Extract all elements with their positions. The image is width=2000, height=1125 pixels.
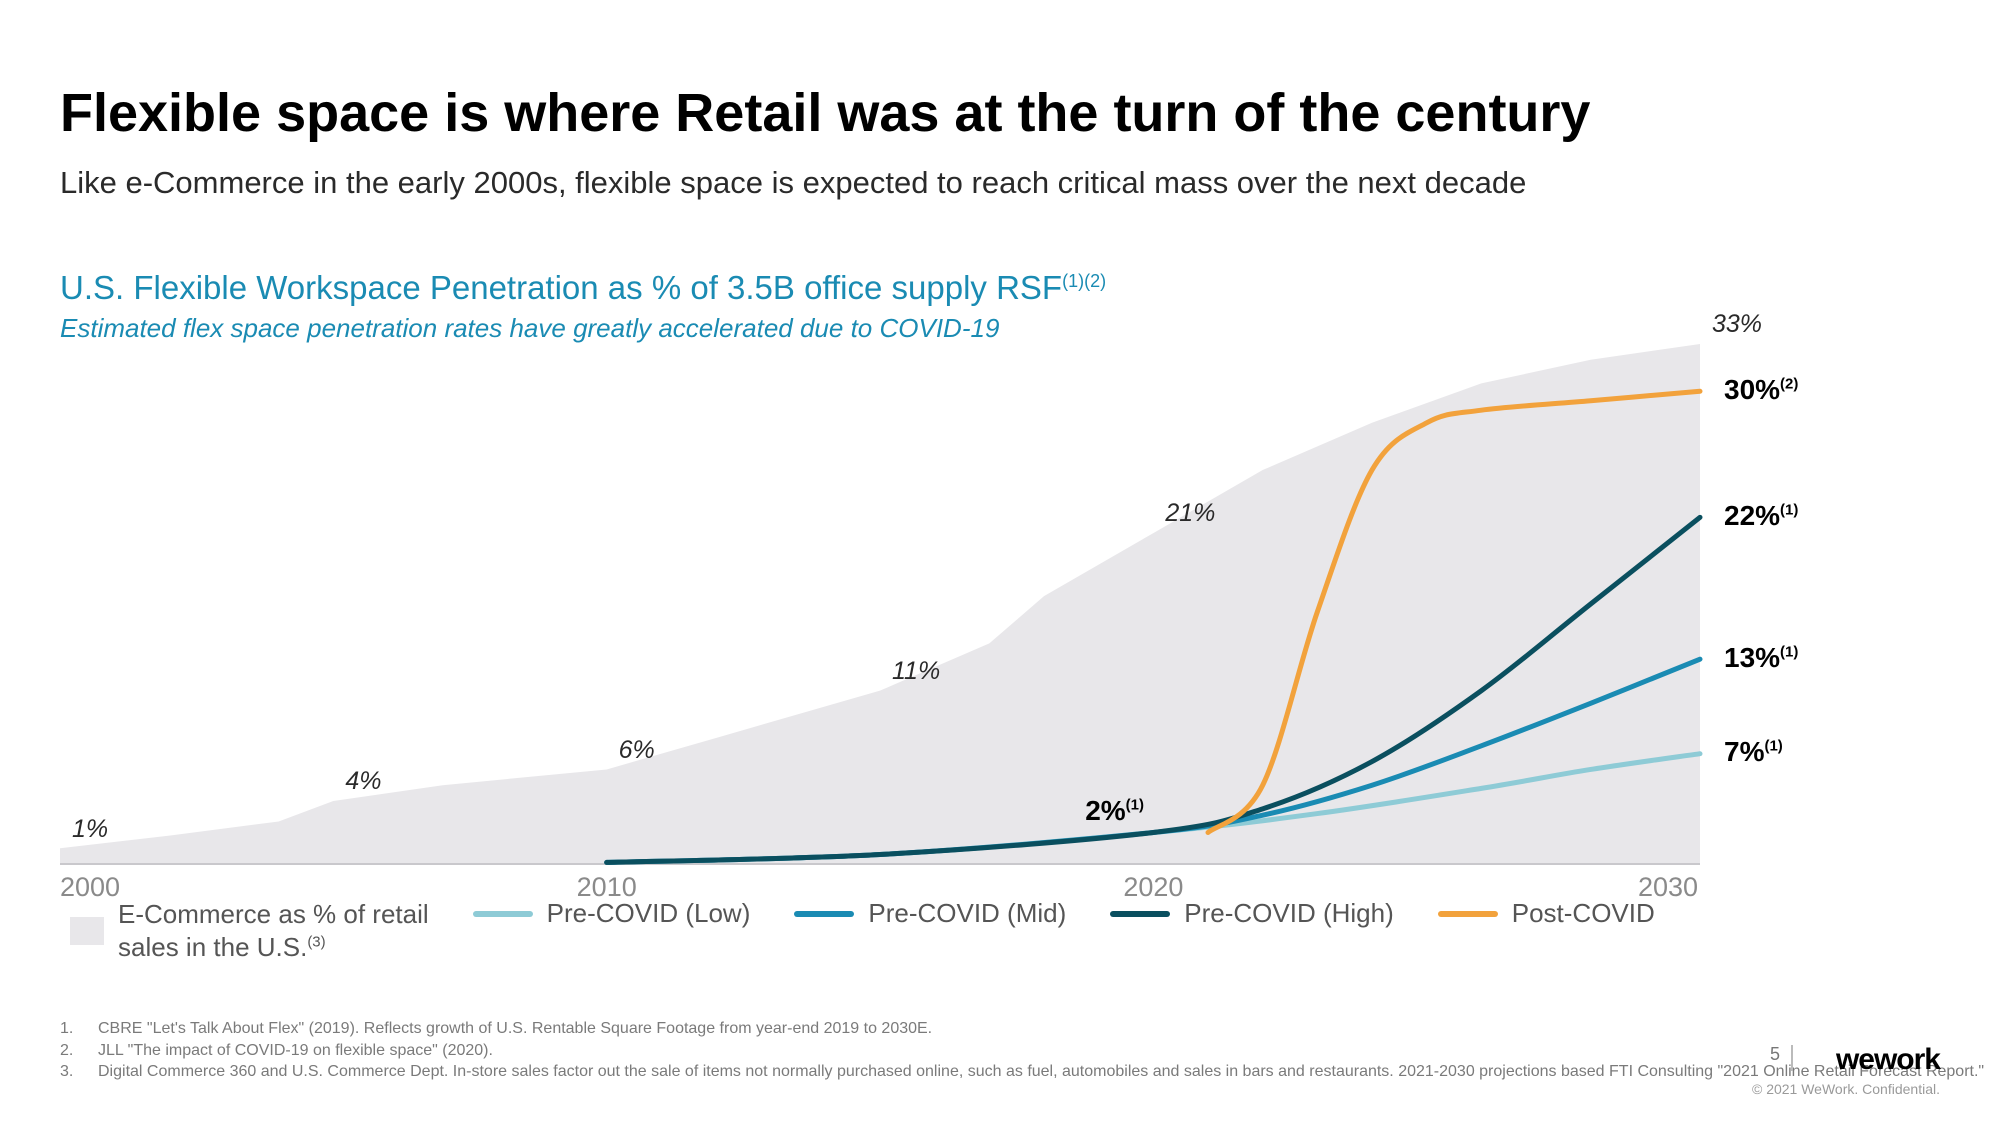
footnote-text: CBRE "Let's Talk About Flex" (2019). Ref… bbox=[98, 1018, 932, 1040]
brand-logo: wework bbox=[1836, 1043, 1940, 1077]
start-value-label: 2%(1) bbox=[1085, 795, 1144, 827]
legend-item-area: E-Commerce as % of retailsales in the U.… bbox=[70, 898, 429, 963]
legend-label: Pre-COVID (High) bbox=[1184, 898, 1393, 929]
confidential-text: © 2021 WeWork. Confidential. bbox=[1752, 1081, 1940, 1097]
area-value-label: 21% bbox=[1165, 499, 1215, 528]
footnote-number: 1. bbox=[60, 1018, 84, 1040]
legend-item-pre_mid: Pre-COVID (Mid) bbox=[794, 898, 1066, 929]
area-value-label: 33% bbox=[1712, 310, 1762, 339]
page-subtitle: Like e-Commerce in the early 2000s, flex… bbox=[60, 165, 1940, 201]
footnotes: 1. CBRE "Let's Talk About Flex" (2019). R… bbox=[60, 1018, 1984, 1083]
area-series bbox=[60, 344, 1700, 864]
footnote: 3. Digital Commerce 360 and U.S. Commerce… bbox=[60, 1061, 1984, 1083]
area-value-label: 1% bbox=[72, 815, 108, 844]
legend-swatch-area bbox=[70, 917, 104, 945]
legend-item-post_covid: Post-COVID bbox=[1438, 898, 1655, 929]
legend-swatch-line bbox=[473, 911, 533, 917]
legend-swatch-line bbox=[794, 911, 854, 917]
divider bbox=[1791, 1045, 1793, 1071]
footnote-number: 3. bbox=[60, 1061, 84, 1083]
legend-swatch-line bbox=[1110, 911, 1170, 917]
footnote-text: JLL "The impact of COVID-19 on flexible … bbox=[98, 1040, 493, 1062]
end-label-pre_high: 22%(1) bbox=[1724, 500, 1798, 532]
footnote: 1. CBRE "Let's Talk About Flex" (2019). R… bbox=[60, 1018, 1984, 1040]
legend-item-pre_high: Pre-COVID (High) bbox=[1110, 898, 1393, 929]
end-label-pre_low: 7%(1) bbox=[1724, 736, 1783, 768]
footnote-number: 2. bbox=[60, 1040, 84, 1062]
page-number: 5 bbox=[1770, 1044, 1780, 1065]
end-label-pre_mid: 13%(1) bbox=[1724, 642, 1798, 674]
area-value-label: 6% bbox=[619, 736, 655, 765]
legend-label: Post-COVID bbox=[1512, 898, 1655, 929]
page-title: Flexible space is where Retail was at th… bbox=[60, 84, 1940, 143]
footnote-text: Digital Commerce 360 and U.S. Commerce D… bbox=[98, 1061, 1984, 1083]
footnote: 2. JLL "The impact of COVID-19 on flexibl… bbox=[60, 1040, 1984, 1062]
legend-label: E-Commerce as % of retailsales in the U.… bbox=[118, 898, 429, 963]
area-value-label: 11% bbox=[892, 657, 940, 686]
legend-label: Pre-COVID (Mid) bbox=[868, 898, 1066, 929]
legend: E-Commerce as % of retailsales in the U.… bbox=[60, 898, 1940, 963]
chart-area: 20002010202020301%4%6%11%21%33%2%(1)7%(1… bbox=[60, 284, 1940, 894]
legend-label: Pre-COVID (Low) bbox=[547, 898, 751, 929]
area-value-label: 4% bbox=[345, 767, 381, 796]
legend-item-pre_low: Pre-COVID (Low) bbox=[473, 898, 751, 929]
legend-swatch-line bbox=[1438, 911, 1498, 917]
end-label-post_covid: 30%(2) bbox=[1724, 374, 1798, 406]
